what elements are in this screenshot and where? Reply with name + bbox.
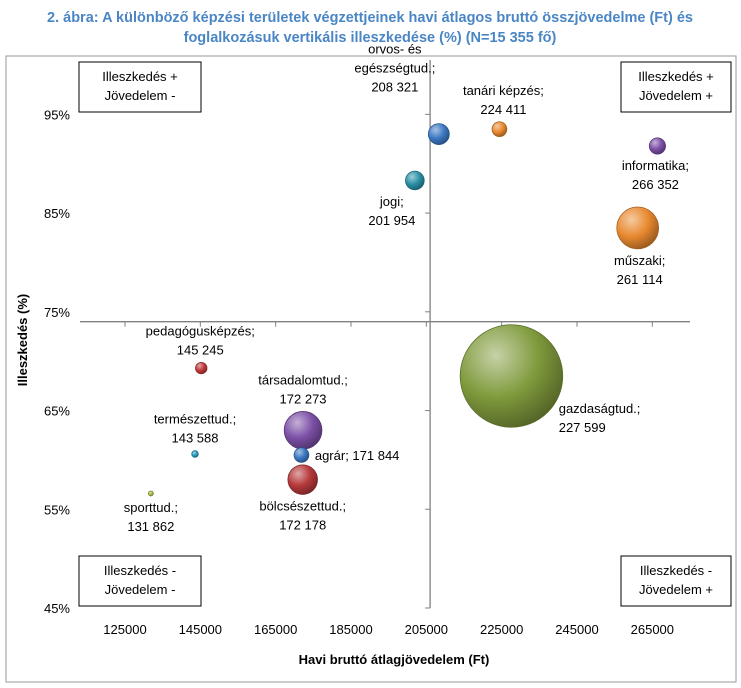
point-label: gazdaságtud.; 227 599 [559,401,641,435]
bubble-term-szettud- [191,450,199,458]
quadrant-text: Jövedelem - [105,88,176,103]
bubble-t-rsadalomtud- [283,411,323,450]
title-line: foglalkozásuk vertikális illeszkedése (%… [184,30,557,46]
point-label: sporttud.; 131 862 [124,500,178,534]
x-tick-label: 185000 [329,622,372,637]
bubble-informatika [648,137,666,155]
x-tick-label: 165000 [254,622,297,637]
x-tick-label: 145000 [179,622,222,637]
point-label: agrár; 171 844 [315,448,400,463]
point-label: informatika; 266 352 [622,158,689,192]
quadrant-box-top-right: Illeszkedés + Jövedelem + [620,61,732,113]
bubble-b-lcs-szettud- [287,464,318,495]
point-label: jogi; 201 954 [368,194,415,228]
point-labels: orvos- és egészségtud.; 208 321 tanári képz… [124,42,689,534]
point-label: műszaki; 261 114 [614,253,665,287]
bubble-orvos-s-eg-szs-gtud- [427,123,450,145]
y-tick-label: 45% [44,601,70,616]
x-tick-label: 205000 [405,622,448,637]
point-label: természettud.; 143 588 [154,412,236,446]
bubbles [147,121,666,497]
chart-title: 2. ábra: A különböző képzési területek v… [47,10,693,46]
bubble-tan-ri-k-pz-s [491,121,508,137]
y-axis-label: Illeszkedés (%) [15,294,30,387]
bubble-gazdas-gtud- [459,324,564,428]
x-tick-label: 125000 [103,622,146,637]
quadrant-text: Jövedelem + [639,88,713,103]
x-axis-label: Havi bruttó átlagjövedelem (Ft) [299,652,490,667]
quadrant-text: Jövedelem + [639,582,713,597]
point-label: tanári képzés; 224 411 [463,83,544,117]
point-label: bölcsészettud.; 172 178 [259,498,346,532]
x-tick-label: 245000 [555,622,598,637]
y-tick-label: 55% [44,502,70,517]
quadrant-text: Jövedelem - [105,582,176,597]
bubble-pedag-gusk-pz-s [195,361,208,375]
bubble-agr-r [293,447,310,463]
bubble-jogi [405,170,425,191]
bubble-sporttud- [147,490,154,497]
quadrant-boxes: Illeszkedés + Jövedelem - Illeszkedés + Jöv… [78,61,732,607]
y-tick-label: 65% [44,404,70,419]
title-line: 2. ábra: A különböző képzési területek v… [47,10,693,26]
bubble-m-szaki [616,206,660,250]
x-tick-label: 225000 [480,622,523,637]
x-tick-label: 265000 [631,622,674,637]
quadrant-text: Illeszkedés - [104,563,176,578]
quadrant-box-bottom-left: Illeszkedés - Jövedelem - [78,555,202,607]
quadrant-box-top-left: Illeszkedés + Jövedelem - [78,61,202,113]
quadrant-text: Illeszkedés + [638,69,714,84]
quadrant-box-bottom-right: Illeszkedés - Jövedelem + [620,555,732,607]
point-label: orvos- és egészségtud.; 208 321 [354,42,435,95]
y-tick-label: 75% [44,305,70,320]
point-label: pedagógusképzés; 145 245 [146,323,255,357]
y-tick-label: 95% [44,107,70,122]
point-label: társadalomtud.; 172 273 [258,372,348,406]
axes: 125000 145000 165000 185000 205000 225000 2450… [44,60,690,637]
quadrant-text: Illeszkedés - [640,563,712,578]
quadrant-text: Illeszkedés + [102,69,178,84]
y-tick-label: 85% [44,206,70,221]
plot-frame [5,55,737,683]
